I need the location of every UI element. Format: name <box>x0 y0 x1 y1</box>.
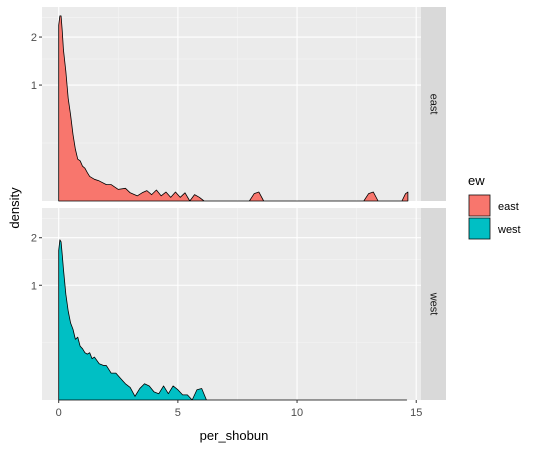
facet-panel-west: 1 2 west <box>31 208 446 401</box>
facet-strip-label: west <box>428 292 440 316</box>
facet-panel-east: 1 2 east <box>31 7 446 202</box>
y-tick-label: 1 <box>31 80 37 92</box>
legend-label-east: east <box>498 201 519 213</box>
x-axis: 0 5 10 15 <box>56 400 422 419</box>
facet-strip <box>421 7 446 201</box>
x-tick-label: 15 <box>410 407 422 419</box>
panels-layer: 1 2 east 1 2 west 0 5 10 15 <box>31 7 446 419</box>
legend-items: east west <box>468 194 521 240</box>
legend-key-west <box>468 217 491 240</box>
facet-strip-label: east <box>428 94 440 115</box>
x-tick-label: 0 <box>56 407 62 419</box>
legend-label-west: west <box>497 224 521 236</box>
panel-background <box>42 7 421 201</box>
x-axis-title: per_shobun <box>200 428 269 443</box>
density-area-west <box>58 239 408 401</box>
legend-key-east <box>468 194 491 217</box>
facet-strip <box>421 208 446 400</box>
y-tick-label: 2 <box>31 233 37 245</box>
x-tick-label: 10 <box>291 407 303 419</box>
density-area-east <box>58 15 409 202</box>
y-tick-label: 2 <box>31 32 37 44</box>
y-tick-label: 1 <box>31 280 37 292</box>
x-tick-label: 5 <box>175 407 181 419</box>
legend-title: ew <box>468 173 485 188</box>
y-axis-title: density <box>7 187 22 229</box>
legend: ew east west <box>468 173 521 240</box>
